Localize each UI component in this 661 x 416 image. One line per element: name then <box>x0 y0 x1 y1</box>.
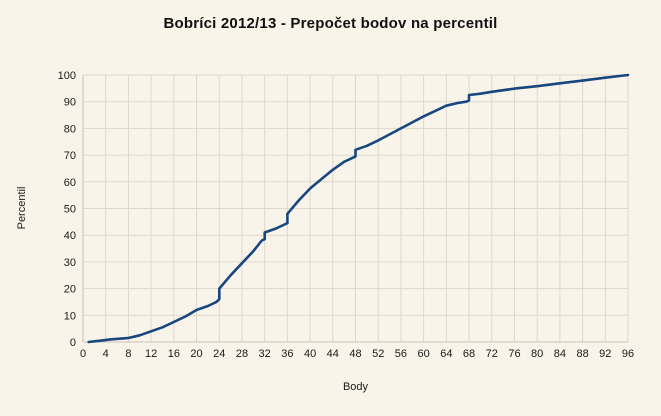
y-tick-label: 20 <box>64 284 76 296</box>
x-tick-label: 0 <box>80 348 86 360</box>
x-tick-label: 64 <box>440 348 452 360</box>
x-tick-label: 88 <box>576 348 588 360</box>
x-tick-label: 76 <box>508 348 520 360</box>
x-tick-label: 24 <box>213 348 225 360</box>
x-tick-label: 60 <box>418 348 430 360</box>
chart-title: Bobríci 2012/13 - Prepočet bodov na perc… <box>163 15 498 32</box>
y-tick-label: 100 <box>58 70 76 82</box>
x-tick-label: 20 <box>190 348 202 360</box>
x-axis-label: Body <box>342 381 369 393</box>
data-series-line <box>87 73 630 344</box>
x-tick-label: 48 <box>349 348 361 360</box>
x-tick-label: 92 <box>599 348 611 360</box>
y-tick-label: 40 <box>64 230 76 242</box>
x-tick-label: 32 <box>259 348 271 360</box>
y-tick-label: 10 <box>64 310 76 322</box>
x-tick-label: 16 <box>168 348 180 360</box>
x-tick-label: 40 <box>304 348 316 360</box>
x-tick-label: 4 <box>103 348 109 360</box>
x-tick-label: 28 <box>236 348 248 360</box>
x-tick-label: 80 <box>531 348 543 360</box>
y-tick-label: 80 <box>64 123 76 135</box>
x-tick-label: 68 <box>463 348 475 360</box>
x-tick-label: 96 <box>622 348 634 360</box>
x-tick-label: 12 <box>145 348 157 360</box>
y-tick-label: 70 <box>64 150 76 162</box>
x-tick-label: 56 <box>395 348 407 360</box>
x-tick-label: 36 <box>281 348 293 360</box>
y-tick-label: 0 <box>70 337 76 349</box>
x-tick-label: 52 <box>372 348 384 360</box>
x-tick-label: 84 <box>554 348 566 360</box>
x-tick-label: 44 <box>327 348 339 360</box>
x-tick-label: 8 <box>125 348 131 360</box>
y-tick-label: 90 <box>64 97 76 109</box>
y-tick-label: 60 <box>64 177 76 189</box>
y-tick-label: 30 <box>64 257 76 269</box>
x-tick-label: 72 <box>486 348 498 360</box>
y-tick-label: 50 <box>64 204 76 216</box>
